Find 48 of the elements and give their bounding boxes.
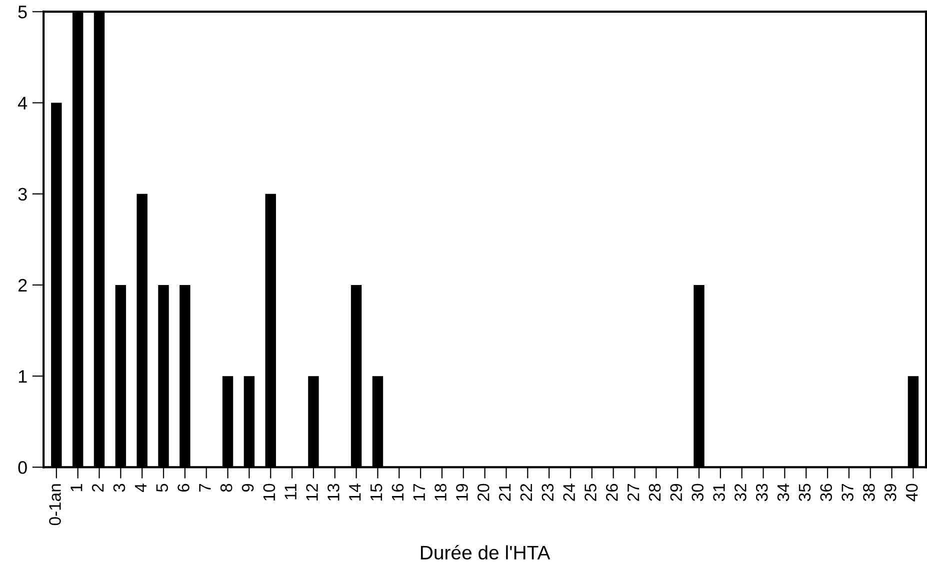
x-tick-label: 8 — [220, 484, 232, 492]
x-tick-label: 19 — [456, 484, 468, 500]
x-tick-label: 13 — [328, 484, 340, 500]
x-tick-label: 2 — [92, 484, 104, 492]
x-tick-label: 20 — [477, 484, 490, 501]
x-tick-label: 21 — [498, 484, 511, 501]
x-tick-label: 23 — [542, 484, 554, 501]
y-tick-label: 2 — [18, 278, 27, 292]
x-tick-label: 24 — [563, 484, 575, 501]
x-axis-title: Durée de l'HTA — [420, 545, 550, 560]
x-tick-label: 38 — [863, 484, 875, 502]
x-tick-label: 9 — [242, 484, 254, 492]
x-tick-label: 35 — [798, 484, 811, 502]
y-tick-label: 3 — [18, 188, 27, 201]
x-tick-label: 39 — [884, 484, 896, 502]
x-tick-label: 37 — [842, 484, 854, 502]
x-tick-label: 11 — [284, 484, 296, 500]
x-tick-label: 1 — [70, 484, 82, 492]
x-tick-label: 4 — [134, 484, 146, 492]
x-tick-label: 6 — [178, 484, 190, 492]
x-tick-label: 5 — [156, 484, 168, 492]
x-tick-label: 7 — [199, 484, 211, 492]
x-tick-label: 29 — [670, 484, 682, 501]
x-tick-label: 15 — [370, 484, 382, 500]
x-tick-label: 18 — [434, 484, 446, 500]
y-tick-label: 1 — [18, 370, 27, 383]
x-tick-label: 27 — [627, 484, 640, 501]
x-tick-label: 22 — [520, 484, 532, 501]
x-tick-label: 36 — [820, 484, 832, 502]
y-tick-label: 5 — [18, 6, 27, 18]
x-tick-label: 17 — [413, 484, 425, 500]
x-tick-label: 28 — [648, 484, 661, 501]
x-tick-label: 10 — [263, 484, 276, 500]
x-tick-label: 33 — [756, 484, 768, 502]
y-tick-label: 0 — [18, 461, 27, 474]
x-tick-label: 31 — [713, 484, 725, 502]
x-tick-label: 40 — [906, 484, 918, 502]
x-tick-label: 34 — [777, 484, 790, 502]
x-tick-label: 16 — [392, 484, 404, 500]
x-tick-label: 26 — [606, 484, 618, 501]
y-tick-label: 4 — [18, 96, 28, 110]
x-tick-label: 30 — [692, 484, 704, 502]
x-tick-label: 0-1an — [49, 484, 61, 526]
x-tick-label: 3 — [113, 484, 126, 492]
x-tick-label: 25 — [584, 484, 596, 501]
x-tick-label: 12 — [306, 484, 318, 500]
x-tick-label: 32 — [734, 484, 746, 502]
x-tick-label: 14 — [349, 484, 361, 500]
